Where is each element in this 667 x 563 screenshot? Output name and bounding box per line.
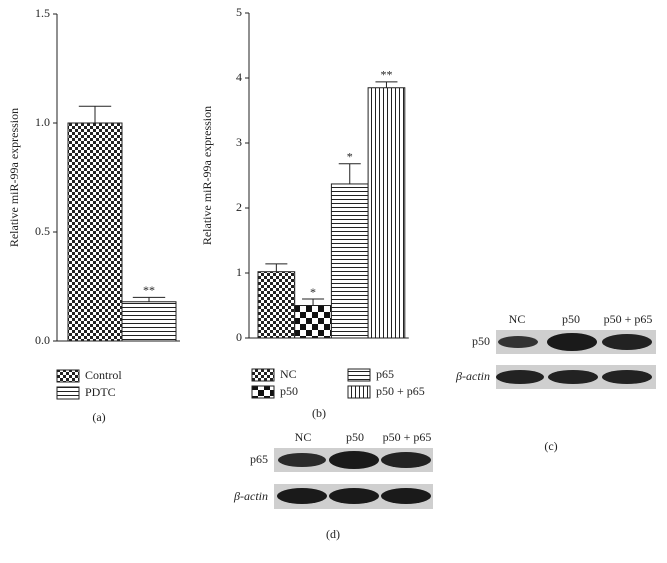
- y-tick-label: 1.0: [35, 115, 50, 129]
- bar: [67, 122, 123, 342]
- band: [277, 488, 327, 504]
- legend-swatch: [347, 368, 371, 382]
- blot-row-label: β-actin: [233, 489, 268, 503]
- legend-label: Control: [85, 368, 122, 382]
- blot-column-label: p50 + p65: [604, 312, 653, 326]
- legend-label: p65: [376, 367, 394, 381]
- blot-row-label: p50: [472, 334, 490, 348]
- y-tick-label: 1.5: [35, 6, 50, 20]
- blot-c: [496, 330, 656, 389]
- band: [602, 334, 652, 350]
- blot-row-label: p65: [250, 452, 268, 466]
- panel-label: (c): [544, 439, 557, 453]
- bar: [367, 87, 406, 339]
- blot-column-label: p50 + p65: [383, 430, 432, 444]
- band: [496, 370, 544, 384]
- panel-label: (d): [326, 527, 340, 541]
- blot-row-label: β-actin: [455, 369, 490, 383]
- significance: **: [380, 68, 392, 82]
- error-bar: [338, 163, 361, 184]
- bar: [294, 305, 332, 339]
- panel-label: (b): [312, 406, 326, 420]
- band: [278, 453, 326, 467]
- legend-swatch: [56, 369, 80, 383]
- significance: **: [143, 283, 155, 297]
- band: [381, 488, 431, 504]
- blot-column-label: p50: [562, 312, 580, 326]
- blot-column-label: p50: [346, 430, 364, 444]
- legend-swatch: [347, 385, 371, 399]
- band: [547, 333, 597, 351]
- bar: [257, 271, 296, 339]
- y-tick-label: 4: [236, 70, 242, 84]
- bar: [121, 301, 177, 342]
- band: [381, 452, 431, 468]
- y-axis-label: Relative miR-99a expression: [7, 108, 21, 247]
- legend-label: p50 + p65: [376, 384, 425, 398]
- legend-label: p50: [280, 384, 298, 398]
- blot-column-label: NC: [509, 312, 526, 326]
- band: [602, 370, 652, 384]
- y-tick-label: 5: [236, 5, 242, 19]
- band: [329, 488, 379, 504]
- significance: *: [347, 150, 353, 164]
- error-bar: [265, 263, 288, 272]
- blot-d: [274, 448, 433, 509]
- band: [548, 370, 598, 384]
- significance: *: [310, 285, 316, 299]
- legend-label: PDTC: [85, 385, 116, 399]
- error-bar: [375, 81, 398, 88]
- y-axis-label: Relative miR-99a expression: [200, 106, 214, 245]
- legend-label: NC: [280, 367, 297, 381]
- legend-swatch: [251, 368, 275, 382]
- y-tick-label: 0.5: [35, 224, 50, 238]
- bar: [330, 183, 369, 339]
- y-tick-label: 3: [236, 135, 242, 149]
- y-tick-label: 2: [236, 200, 242, 214]
- legend-swatch: [56, 386, 80, 400]
- band: [329, 451, 379, 469]
- y-tick-label: 0: [236, 330, 242, 344]
- panel-label: (a): [92, 410, 105, 424]
- y-tick-label: 1: [236, 265, 242, 279]
- y-tick-label: 0.0: [35, 333, 50, 347]
- band: [498, 336, 538, 348]
- legend-swatch: [251, 385, 275, 399]
- error-bar: [132, 296, 166, 302]
- error-bar: [302, 298, 325, 306]
- error-bar: [78, 105, 112, 123]
- blot-column-label: NC: [295, 430, 312, 444]
